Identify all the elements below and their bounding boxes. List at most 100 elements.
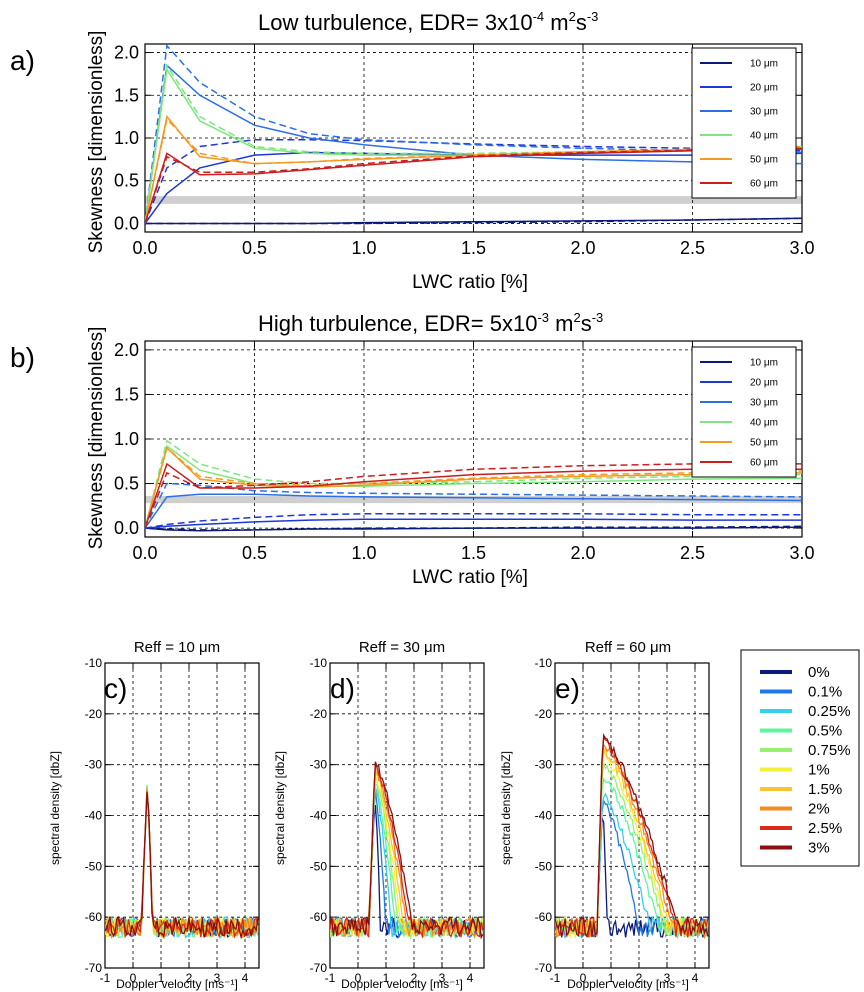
panel-b-title-unit-exp-b: -3 [592,310,604,325]
lwc-legend-label: 0.25% [808,703,851,720]
y-tick-label: -60 [535,910,553,924]
lwc-legend-label: 1.5% [808,781,842,798]
spectrum-line-1 [555,798,709,939]
x-tick-label: 0.0 [132,238,157,258]
panel-d: Reff = 30 μm d) Doppler velocity [ms⁻¹] … [273,639,485,991]
spectrum-line-8 [555,735,709,938]
y-tick-label: 1.5 [114,384,139,404]
x-tick-label: 2 [186,971,193,985]
panel-a-title-unit-a: m [544,10,568,35]
y-tick-label: 0.0 [114,518,139,538]
panel-letter-b: b) [10,342,35,373]
x-tick-label: 2.5 [680,543,705,563]
panel-a-xlabel: LWC ratio [%] [412,272,528,293]
lwc-legend-label: 0.75% [808,742,851,759]
legend-label: 60 μm [750,458,778,469]
y-tick-label: -20 [535,707,553,721]
spectrum-line-3 [330,783,484,939]
spectrum-line-5 [555,750,709,940]
panel-e-ylabel: spectral density [dbZ] [499,751,513,865]
series-line-20-μm-solid [145,518,802,529]
legend-label: 20 μm [750,378,778,389]
spectrum-line-8 [330,762,484,939]
spectrum-line-8 [105,791,259,939]
legend-box [691,346,797,478]
x-tick-label: 2.0 [570,238,595,258]
panel-c-title: Reff = 10 μm [134,639,220,656]
y-tick-label: -70 [85,961,103,975]
panel-c-axes: -1 0 1 2 3 4-70-60-50-40-30-20-10 [85,656,260,985]
panel-a-title-main: Low turbulence, EDR= 3x10 [258,10,533,35]
x-tick-label: 1 [383,971,390,985]
panel-d-ylabel: spectral density [dbZ] [273,751,287,865]
x-tick-label: 1.5 [461,543,486,563]
y-tick-label: 0.5 [114,474,139,494]
y-tick-label: 2.0 [114,43,139,63]
spectrum-line-2 [105,794,259,939]
y-tick-label: -10 [85,656,103,670]
legend-box [691,47,797,199]
spectrum-line-1 [330,790,484,940]
series-line-30-μm-dashed [145,44,802,224]
y-tick-label: -40 [535,809,553,823]
series-line-20-μm-dashed [145,138,802,224]
lwc-legend-label: 0.5% [808,723,842,740]
spectrum-line-3 [105,786,259,939]
y-tick-label: -50 [85,859,103,873]
panel-letter-a: a) [10,45,35,76]
series-line-10-μm-dashed [145,217,802,225]
spectrum-line-5 [105,789,259,938]
series-line-30-μm-solid [145,493,802,529]
legend-label: 30 μm [750,398,778,409]
x-tick-label: 3 [439,971,446,985]
series-group [555,732,709,940]
x-tick-label: -1 [100,971,111,985]
y-tick-label: -20 [85,707,103,721]
series-group [145,439,802,532]
x-tick-label: 1.0 [351,238,376,258]
x-tick-label: 3 [214,971,221,985]
panel-a-axes: 0.0 0.5 1.0 1.5 2.0 2.5 3.0 0.0 0.5 1.0 1.5 2.0 10 μ… [114,43,815,258]
panel-b-axes: 0.0 0.5 1.0 1.5 2.0 2.5 3.0 0.0 0.5 1.0 1.5 2.0 10 μ… [114,340,815,563]
y-tick-label: 1.5 [114,85,139,105]
spectrum-line-4 [105,785,259,939]
y-tick-label: -30 [85,758,103,772]
x-tick-label: 0 [580,971,587,985]
series-group [145,44,802,225]
spectrum-line-0 [105,789,259,938]
panel-letter-e: e) [555,673,580,704]
x-tick-label: 0.0 [132,543,157,563]
legend-label: 20 μm [750,83,778,94]
spectrum-line-9 [105,792,259,940]
spectrum-line-9 [555,732,709,938]
panel-b-title-main: High turbulence, EDR= 5x10 [258,311,537,336]
y-tick-label: 0.0 [114,213,139,233]
x-tick-label: -1 [550,971,561,985]
spectrum-line-6 [105,788,259,940]
x-tick-label: 2 [411,971,418,985]
panel-c: Reff = 10 μm c) Doppler velocity [ms⁻¹] … [48,639,260,991]
x-tick-label: 3 [664,971,671,985]
y-tick-label: -40 [310,809,328,823]
panel-a-title-unit-exp-b: -3 [587,9,599,24]
panel-a-title-exp: -4 [533,9,545,24]
y-tick-label: -60 [85,910,103,924]
lwc-legend-label: 2% [808,801,830,818]
lwc-legend-label: 3% [808,840,830,857]
x-tick-label: 3.0 [789,543,814,563]
legend-label: 60 μm [750,179,778,190]
x-tick-label: 2 [636,971,643,985]
y-tick-label: -30 [310,758,328,772]
x-tick-label: 2.5 [680,238,705,258]
y-tick-label: 1.0 [114,429,139,449]
x-tick-label: 2.0 [570,543,595,563]
y-tick-label: -50 [535,859,553,873]
panel-b-xlabel: LWC ratio [%] [412,567,528,588]
spectrum-line-6 [555,747,709,938]
panel-e: Reff = 60 μm e) Doppler velocity [ms⁻¹] … [499,639,710,991]
x-tick-label: -1 [325,971,336,985]
panel-a-title-unit-b: s [576,10,587,35]
y-tick-label: -30 [535,758,553,772]
panel-d-title: Reff = 30 μm [359,639,445,656]
panel-e-title: Reff = 60 μm [585,639,671,656]
